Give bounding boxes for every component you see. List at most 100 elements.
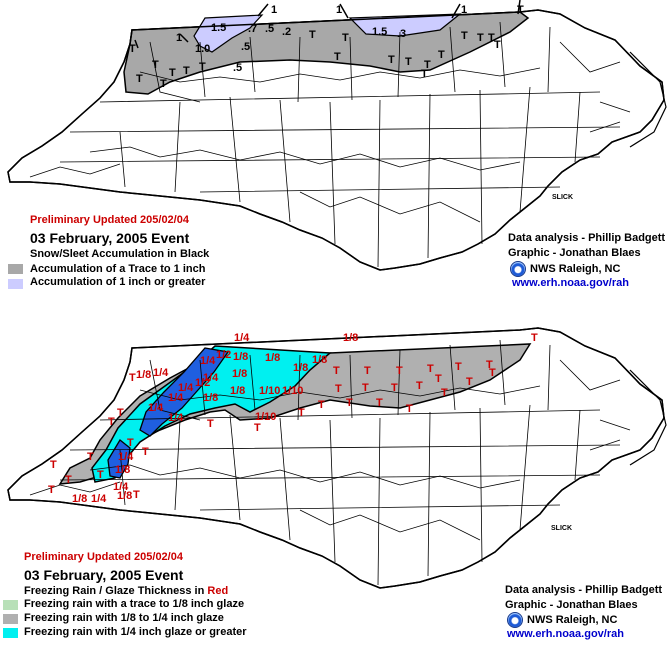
glaze-value: 1/4 — [203, 372, 219, 384]
snow-value: T — [160, 78, 167, 90]
legend-label: Accumulation of a Trace to 1 inch — [30, 263, 206, 275]
glaze-value: 1/4 — [200, 355, 216, 367]
contour-label: T — [129, 372, 136, 384]
glaze-value: T — [207, 418, 214, 430]
glaze-value: 1/8 — [115, 464, 131, 476]
glaze-value: T — [65, 474, 72, 486]
snow-value: T — [488, 32, 495, 44]
glaze-value: T — [416, 380, 423, 392]
snow-value: 1.0 — [195, 43, 211, 55]
contour-label: 1/8 — [136, 369, 152, 381]
snow-value: 1.5 — [372, 26, 388, 38]
credit-graphic: Graphic - Jonathan Blaes — [508, 247, 641, 259]
snow-value: .5 — [233, 62, 243, 74]
top-map — [7, 0, 667, 271]
contour-label: 1/4 — [91, 493, 107, 505]
snow-value: .2 — [282, 26, 292, 38]
legend-swatch-inch — [8, 279, 23, 289]
snow-value: .5 — [265, 23, 275, 35]
glaze-value: 1/8 — [230, 385, 246, 397]
glaze-value: T — [346, 397, 353, 409]
contour-label: 1 — [271, 4, 278, 16]
noaa-logo-icon — [507, 612, 523, 628]
contour-label: T — [50, 459, 57, 471]
snow-value: T — [461, 30, 468, 42]
glaze-value: 1/8 — [233, 351, 249, 363]
noaa-logo-icon — [510, 261, 526, 277]
glaze-value: T — [97, 469, 104, 481]
snow-value: T — [183, 65, 190, 77]
snow-value: T — [334, 51, 341, 63]
glaze-value: 1/4 — [148, 402, 164, 414]
credit-analysis: Data analysis - Phillip Badgett — [508, 232, 666, 244]
glaze-value: T — [333, 365, 340, 377]
legend-label: Freezing rain with 1/4 inch glaze or gre… — [24, 626, 247, 638]
legend-label: Freezing rain with a trace to 1/8 inch g… — [24, 598, 245, 610]
glaze-value: T — [435, 373, 442, 385]
snow-value: T — [477, 32, 484, 44]
contour-label: T — [133, 489, 140, 501]
contour-label: T — [48, 484, 55, 496]
contour-label: 1 — [336, 4, 343, 16]
glaze-value: T — [441, 387, 448, 399]
snow-value: T — [438, 49, 445, 61]
glaze-value: 1/8 — [232, 368, 248, 380]
snow-value: T — [388, 54, 395, 66]
glaze-value: T — [466, 376, 473, 388]
contour-label: 1/4 — [234, 332, 250, 344]
credit-url-link[interactable]: www.erh.noaa.gov/rah — [507, 628, 624, 640]
contour-label: 1/8 — [72, 493, 88, 505]
snow-value: T — [152, 59, 159, 71]
glaze-value: 1/4 — [168, 392, 184, 404]
bottom-map — [7, 327, 667, 589]
credit-url-link[interactable]: www.erh.noaa.gov/rah — [512, 277, 629, 289]
glaze-value: 1/4 — [118, 451, 134, 463]
glaze-value: T — [254, 422, 261, 434]
glaze-value: T — [376, 397, 383, 409]
event-title: 03 February, 2005 Event — [24, 567, 184, 583]
contour-label: T — [531, 332, 538, 344]
slick-label-top: SLICK — [552, 194, 573, 201]
glaze-value: T — [489, 367, 496, 379]
glaze-value: T — [362, 382, 369, 394]
glaze-value: T — [406, 403, 413, 415]
glaze-value: 1/4 — [178, 382, 194, 394]
glaze-value: 1/4 — [168, 412, 184, 424]
glaze-value: T — [427, 363, 434, 375]
snow-value: T — [342, 32, 349, 44]
credit-graphic: Graphic - Jonathan Blaes — [505, 599, 638, 611]
snow-value: T — [309, 29, 316, 41]
legend-label: Freezing rain with 1/8 to 1/4 inch glaze — [24, 612, 224, 624]
contour-label: 1 — [176, 32, 183, 44]
credit-office: NWS Raleigh, NC — [527, 614, 618, 626]
glaze-value: T — [298, 407, 305, 419]
map-subtitle: Snow/Sleet Accumulation in Black — [30, 248, 210, 260]
glaze-value: 1/4 — [113, 481, 129, 493]
legend-swatch-eighth — [3, 614, 18, 624]
glaze-value: T — [127, 437, 134, 449]
slick-label-bottom: SLICK — [551, 525, 572, 532]
contour-label: 1 — [461, 4, 468, 16]
glaze-value: T — [117, 407, 124, 419]
legend-swatch-quarter — [3, 628, 18, 638]
updated-note: Preliminary Updated 205/02/04 — [30, 214, 189, 226]
legend-swatch-trace — [8, 264, 23, 274]
glaze-value: T — [318, 399, 325, 411]
glaze-value: T — [335, 383, 342, 395]
credit-office: NWS Raleigh, NC — [530, 263, 621, 275]
snow-value: .3 — [397, 28, 407, 40]
snow-value: T — [169, 67, 176, 79]
glaze-value: T — [87, 451, 94, 463]
slick-markers: SLICK SLICK — [551, 194, 573, 532]
snow-value: .7 — [248, 23, 258, 35]
snow-value: T — [424, 59, 431, 71]
contour-label: 1/4 — [153, 367, 169, 379]
event-title: 03 February, 2005 Event — [30, 230, 190, 246]
glaze-value: T — [455, 361, 462, 373]
glaze-value: T — [364, 365, 371, 377]
glaze-value: 1/8 — [117, 490, 133, 502]
glaze-value: T — [108, 416, 115, 428]
snow-value: T — [494, 39, 501, 51]
glaze-value: 1/8 — [293, 362, 309, 374]
snow-value: T — [199, 61, 206, 73]
